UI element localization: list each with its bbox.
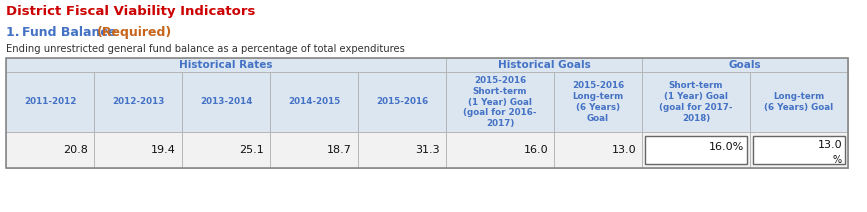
Bar xyxy=(645,136,747,164)
Text: 20.8: 20.8 xyxy=(63,145,88,155)
Bar xyxy=(182,72,270,132)
Text: Ending unrestricted general fund balance as a percentage of total expenditures: Ending unrestricted general fund balance… xyxy=(6,44,405,54)
Bar xyxy=(642,132,750,168)
Bar xyxy=(94,72,182,132)
Bar xyxy=(6,72,94,132)
Bar xyxy=(446,132,554,168)
Bar xyxy=(270,72,358,132)
Text: 2014-2015: 2014-2015 xyxy=(288,98,340,106)
Text: 2013-2014: 2013-2014 xyxy=(199,98,252,106)
Bar xyxy=(554,132,642,168)
Text: 2015-2016
Short-term
(1 Year) Goal
(goal for 2016-
2017): 2015-2016 Short-term (1 Year) Goal (goal… xyxy=(463,76,537,128)
Text: Short-term
(1 Year) Goal
(goal for 2017-
2018): Short-term (1 Year) Goal (goal for 2017-… xyxy=(659,81,733,123)
Text: 16.0%: 16.0% xyxy=(708,142,744,152)
Bar xyxy=(642,58,848,72)
Text: 18.7: 18.7 xyxy=(327,145,352,155)
Text: 25.1: 25.1 xyxy=(239,145,264,155)
Text: (Required): (Required) xyxy=(97,26,173,39)
Bar xyxy=(6,58,446,72)
Bar xyxy=(750,72,848,132)
Text: 1.: 1. xyxy=(6,26,24,39)
Bar xyxy=(6,132,94,168)
Text: Historical Rates: Historical Rates xyxy=(179,60,273,70)
Text: District Fiscal Viability Indicators: District Fiscal Viability Indicators xyxy=(6,5,256,18)
Bar xyxy=(554,72,642,132)
Text: Long-term
(6 Years) Goal: Long-term (6 Years) Goal xyxy=(765,92,834,112)
Bar xyxy=(6,58,848,168)
Bar xyxy=(642,72,750,132)
Bar xyxy=(94,132,182,168)
Bar xyxy=(753,136,845,164)
Text: 13.0: 13.0 xyxy=(818,139,842,150)
Bar xyxy=(182,132,270,168)
Text: Goals: Goals xyxy=(728,60,761,70)
Text: 19.4: 19.4 xyxy=(151,145,176,155)
Text: 2012-2013: 2012-2013 xyxy=(112,98,164,106)
Bar xyxy=(446,58,642,72)
Text: 31.3: 31.3 xyxy=(415,145,440,155)
Text: 16.0: 16.0 xyxy=(524,145,548,155)
Text: 2015-2016: 2015-2016 xyxy=(376,98,428,106)
Bar xyxy=(750,132,848,168)
Text: Fund Balance: Fund Balance xyxy=(22,26,121,39)
Text: 13.0: 13.0 xyxy=(611,145,636,155)
Text: 2015-2016
Long-term
(6 Years)
Goal: 2015-2016 Long-term (6 Years) Goal xyxy=(572,81,624,123)
Text: %: % xyxy=(833,155,842,165)
Text: Historical Goals: Historical Goals xyxy=(498,60,590,70)
Text: 2011-2012: 2011-2012 xyxy=(23,98,76,106)
Bar xyxy=(358,132,446,168)
Bar xyxy=(446,72,554,132)
Bar xyxy=(270,132,358,168)
Bar xyxy=(358,72,446,132)
